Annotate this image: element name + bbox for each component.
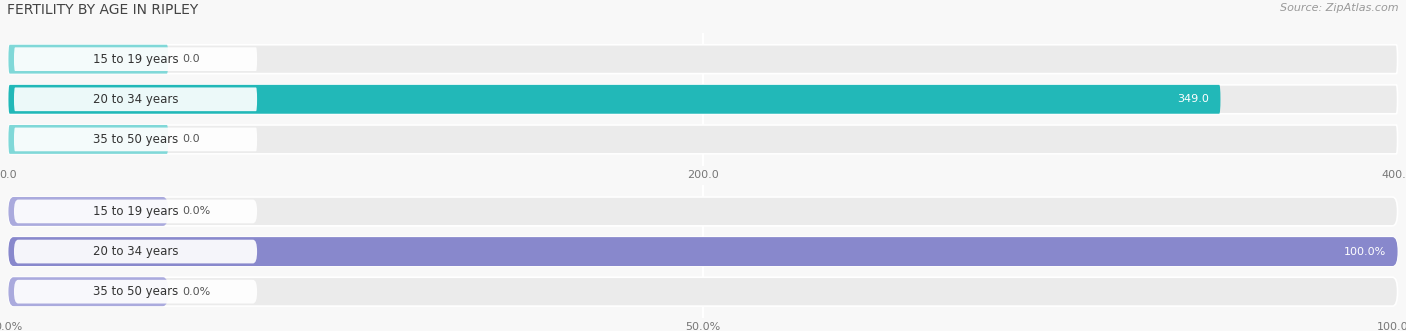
Text: 0.0: 0.0 <box>181 54 200 64</box>
FancyBboxPatch shape <box>14 47 257 71</box>
FancyBboxPatch shape <box>8 125 1398 154</box>
FancyBboxPatch shape <box>8 45 169 73</box>
FancyBboxPatch shape <box>8 197 1398 226</box>
FancyBboxPatch shape <box>8 85 1398 114</box>
Text: 15 to 19 years: 15 to 19 years <box>93 205 179 218</box>
Text: 20 to 34 years: 20 to 34 years <box>93 93 179 106</box>
Text: 35 to 50 years: 35 to 50 years <box>93 133 179 146</box>
FancyBboxPatch shape <box>8 237 1398 266</box>
FancyBboxPatch shape <box>8 277 1398 306</box>
FancyBboxPatch shape <box>8 277 169 306</box>
Text: 100.0%: 100.0% <box>1344 247 1386 257</box>
FancyBboxPatch shape <box>8 197 169 226</box>
Text: 35 to 50 years: 35 to 50 years <box>93 285 179 298</box>
FancyBboxPatch shape <box>8 125 169 154</box>
FancyBboxPatch shape <box>14 87 257 111</box>
Text: 0.0%: 0.0% <box>181 207 211 216</box>
Text: 349.0: 349.0 <box>1177 94 1209 104</box>
Text: 0.0%: 0.0% <box>181 287 211 297</box>
Text: 0.0: 0.0 <box>181 134 200 144</box>
Text: FERTILITY BY AGE IN RIPLEY: FERTILITY BY AGE IN RIPLEY <box>7 3 198 17</box>
FancyBboxPatch shape <box>8 237 1398 266</box>
Text: 20 to 34 years: 20 to 34 years <box>93 245 179 258</box>
Text: 15 to 19 years: 15 to 19 years <box>93 53 179 66</box>
FancyBboxPatch shape <box>14 127 257 151</box>
FancyBboxPatch shape <box>8 45 1398 73</box>
FancyBboxPatch shape <box>14 200 257 223</box>
FancyBboxPatch shape <box>14 240 257 263</box>
Text: Source: ZipAtlas.com: Source: ZipAtlas.com <box>1281 3 1399 13</box>
FancyBboxPatch shape <box>8 85 1220 114</box>
FancyBboxPatch shape <box>14 280 257 304</box>
